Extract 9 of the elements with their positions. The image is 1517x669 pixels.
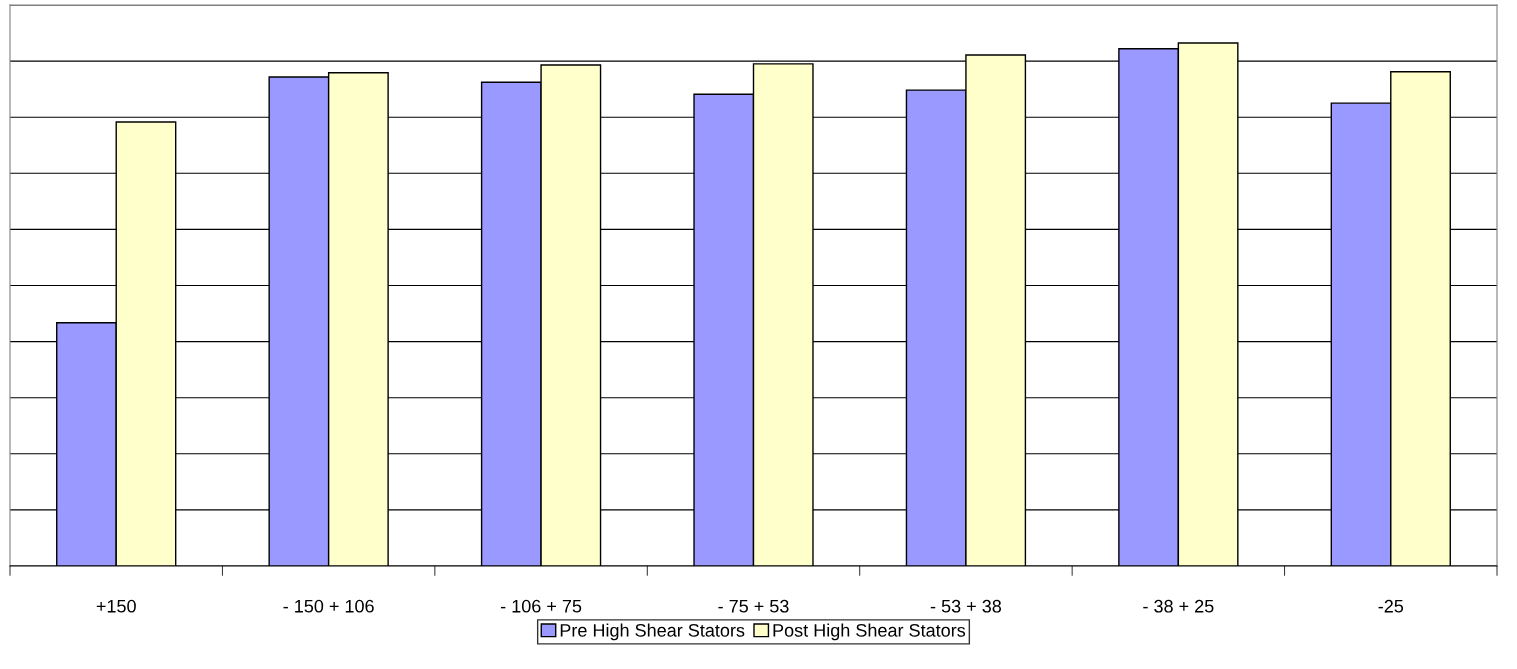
- x-tick-label: - 106 + 75: [500, 599, 582, 613]
- x-tick-label: - 38 + 25: [1143, 599, 1214, 613]
- legend-label: Pre High Shear Stators: [560, 623, 745, 641]
- x-tick-label: +150: [96, 599, 136, 613]
- x-tick-label: - 53 + 38: [930, 599, 1002, 613]
- x-tick-label: - 75 + 53: [718, 599, 789, 613]
- x-tick-label: - 150 + 106: [283, 599, 374, 613]
- x-tick-label: -25: [1378, 599, 1404, 613]
- legend-label: Post High Shear Stators: [773, 623, 966, 641]
